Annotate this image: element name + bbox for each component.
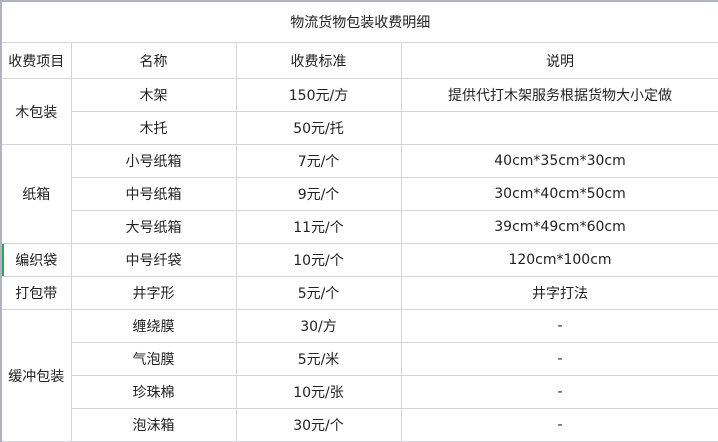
- category-cell[interactable]: 木包装: [0, 78, 72, 145]
- table-row: 珍珠棉 10元/张 -: [1, 375, 718, 409]
- header-note[interactable]: 说明: [400, 42, 718, 79]
- name-cell[interactable]: 中号纸箱: [70, 177, 237, 211]
- table-row: 纸箱 小号纸箱 7元/个 40cm*35cm*30cm: [0, 144, 718, 244]
- name-cell[interactable]: 气泡膜: [70, 342, 237, 376]
- note-cell[interactable]: 120cm*100cm: [400, 243, 718, 277]
- price-cell[interactable]: 9元/个: [235, 177, 402, 211]
- name-cell[interactable]: 缠绕膜: [70, 309, 237, 343]
- note-cell[interactable]: 井字打法: [400, 276, 718, 310]
- name-cell[interactable]: 珍珠棉: [70, 375, 237, 409]
- note-cell[interactable]: [400, 111, 718, 145]
- price-cell[interactable]: 5元/米: [235, 342, 402, 376]
- category-cell[interactable]: 缓冲包装: [0, 309, 72, 442]
- price-cell[interactable]: 30/方: [235, 309, 402, 343]
- note-cell[interactable]: 30cm*40cm*50cm: [400, 177, 718, 211]
- table-row: 气泡膜 5元/米 -: [1, 342, 718, 376]
- header-price[interactable]: 收费标准: [235, 42, 402, 79]
- price-cell[interactable]: 11元/个: [235, 210, 402, 244]
- name-cell[interactable]: 井字形: [70, 276, 237, 310]
- note-cell[interactable]: 提供代打木架服务根据货物大小定做: [400, 78, 718, 112]
- note-cell[interactable]: 39cm*49cm*60cm: [400, 210, 718, 244]
- note-cell[interactable]: -: [400, 342, 718, 376]
- category-cell[interactable]: 打包带: [0, 276, 72, 310]
- table-row: 编织袋 中号纤袋 10元/个 120cm*100cm: [0, 243, 718, 277]
- price-cell[interactable]: 10元/个: [235, 243, 402, 277]
- category-cell[interactable]: 编织袋: [0, 243, 72, 277]
- note-cell[interactable]: -: [400, 375, 718, 409]
- header-category[interactable]: 收费项目: [0, 42, 72, 79]
- table-row: 大号纸箱 11元/个 39cm*49cm*60cm: [1, 210, 718, 244]
- name-cell[interactable]: 泡沫箱: [70, 408, 237, 442]
- price-cell[interactable]: 7元/个: [235, 144, 402, 178]
- table-row: 泡沫箱 30元/个 -: [1, 408, 718, 442]
- price-cell[interactable]: 10元/张: [235, 375, 402, 409]
- name-cell[interactable]: 小号纸箱: [70, 144, 237, 178]
- name-cell[interactable]: 大号纸箱: [70, 210, 237, 244]
- name-cell[interactable]: 木托: [70, 111, 237, 145]
- category-cell[interactable]: 纸箱: [0, 144, 72, 244]
- table-row: 中号纸箱 9元/个 30cm*40cm*50cm: [1, 177, 718, 211]
- header-name[interactable]: 名称: [70, 42, 237, 79]
- table-title[interactable]: 物流货物包装收费明细: [0, 0, 718, 43]
- table-row: 木包装 木架 150元/方 提供代打木架服务根据货物大小定做: [0, 78, 718, 145]
- table-row: 缓冲包装 缠绕膜 30/方 -: [0, 309, 718, 442]
- note-cell[interactable]: -: [400, 408, 718, 442]
- name-cell[interactable]: 中号纤袋: [70, 243, 237, 277]
- price-cell[interactable]: 150元/方: [235, 78, 402, 112]
- price-cell[interactable]: 5元/个: [235, 276, 402, 310]
- note-cell[interactable]: 40cm*35cm*30cm: [400, 144, 718, 178]
- name-cell[interactable]: 木架: [70, 78, 237, 112]
- table-row: 木托 50元/托: [1, 111, 718, 145]
- price-cell[interactable]: 30元/个: [235, 408, 402, 442]
- price-cell[interactable]: 50元/托: [235, 111, 402, 145]
- table-row: 打包带 井字形 5元/个 井字打法: [0, 276, 718, 310]
- note-cell[interactable]: -: [400, 309, 718, 343]
